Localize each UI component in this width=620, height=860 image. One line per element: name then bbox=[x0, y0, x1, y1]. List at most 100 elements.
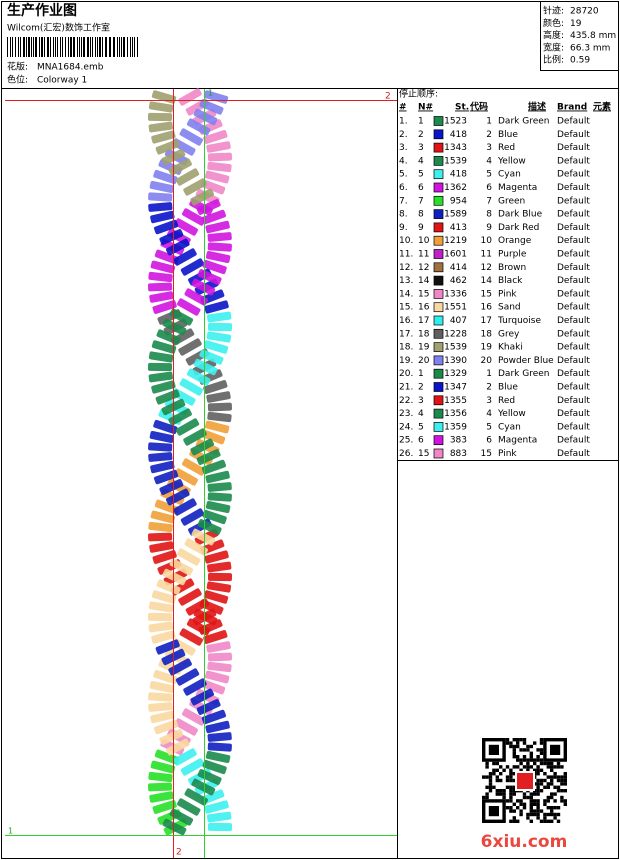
qr-module bbox=[543, 785, 547, 789]
qr-module bbox=[550, 806, 554, 810]
qr-module bbox=[509, 785, 513, 789]
brand: Default bbox=[557, 170, 590, 180]
color-swatch bbox=[433, 328, 444, 339]
stitch-block bbox=[175, 668, 200, 686]
qr-module bbox=[543, 802, 547, 806]
info-value: 28720 bbox=[570, 7, 599, 17]
info-label: 比例: bbox=[543, 54, 564, 66]
stitch-block bbox=[173, 248, 197, 266]
stitch-block bbox=[148, 692, 173, 702]
qr-module bbox=[512, 772, 516, 776]
stop-number: 8. bbox=[399, 210, 408, 220]
qr-module bbox=[512, 738, 516, 742]
brand: Default bbox=[557, 210, 590, 220]
color-swatch bbox=[433, 142, 444, 153]
stitch-block bbox=[202, 259, 227, 275]
qr-module bbox=[485, 765, 489, 769]
qr-module bbox=[560, 795, 564, 800]
qr-module bbox=[512, 744, 516, 749]
stitch-block bbox=[197, 269, 222, 285]
stitch-block bbox=[177, 298, 201, 316]
stitch-block bbox=[151, 340, 177, 354]
description: Sand bbox=[498, 303, 521, 313]
stop-number: 26. bbox=[399, 449, 413, 459]
info-value: 66.3 mm bbox=[570, 43, 610, 53]
stitch-block bbox=[154, 249, 179, 265]
stitch-block bbox=[207, 652, 233, 662]
qr-module bbox=[550, 812, 554, 817]
stitch-block bbox=[203, 130, 228, 144]
qr-module bbox=[505, 785, 510, 789]
barcode-bar bbox=[44, 37, 45, 57]
stitch-block bbox=[197, 519, 222, 535]
thread-code: 12 bbox=[481, 263, 492, 273]
stitch-count: 1356 bbox=[444, 409, 467, 419]
barcode-bar bbox=[113, 37, 115, 57]
stitch-count: 1336 bbox=[444, 289, 467, 299]
qr-module bbox=[539, 741, 544, 745]
brand: Default bbox=[557, 436, 590, 446]
stitch-block bbox=[147, 112, 173, 122]
thread-code: 8 bbox=[486, 210, 492, 220]
stitch-block bbox=[156, 579, 181, 595]
stitch-block bbox=[201, 179, 226, 195]
thread-code: 18 bbox=[481, 329, 493, 339]
qr-module bbox=[533, 799, 537, 803]
stitch-block bbox=[150, 210, 175, 224]
barcode-bar bbox=[10, 37, 11, 57]
qr-module bbox=[495, 761, 499, 766]
qr-module bbox=[563, 789, 567, 793]
stitch-block bbox=[196, 449, 221, 465]
studio: Wilcom(汇宏)数饰工作室 bbox=[7, 22, 110, 34]
stitch-block bbox=[207, 402, 233, 412]
brand: Default bbox=[557, 356, 590, 366]
needle-number: 14 bbox=[418, 276, 430, 286]
qr-module bbox=[512, 819, 516, 823]
stitch-block bbox=[201, 709, 226, 725]
description: Blue bbox=[498, 383, 518, 393]
stop-number: 19. bbox=[399, 356, 413, 366]
qr-module bbox=[519, 802, 523, 806]
brand: Default bbox=[557, 117, 590, 127]
stitch-block bbox=[201, 459, 226, 475]
qr-module bbox=[526, 812, 530, 817]
color-swatch bbox=[433, 262, 444, 273]
color-swatch bbox=[433, 382, 444, 392]
table-title: 停止顺序: bbox=[399, 88, 438, 100]
qr-module bbox=[563, 799, 567, 803]
qr-module bbox=[482, 795, 486, 800]
stitch-block bbox=[201, 679, 226, 695]
qr-module bbox=[522, 792, 527, 796]
brand: Default bbox=[557, 223, 590, 233]
color-swatch bbox=[433, 435, 444, 446]
qr-module bbox=[556, 775, 561, 779]
stitch-block bbox=[149, 291, 174, 303]
stitch-block bbox=[179, 128, 203, 146]
barcode-bar bbox=[102, 37, 103, 57]
qr-module bbox=[553, 785, 557, 789]
barcode-bar bbox=[92, 37, 93, 57]
barcode-bar bbox=[60, 37, 61, 57]
stitch-block bbox=[202, 759, 227, 775]
stitch-block bbox=[206, 581, 232, 593]
qr-module bbox=[509, 778, 513, 783]
stop-number: 20. bbox=[399, 369, 413, 379]
qr-module bbox=[563, 775, 567, 779]
stitch-block bbox=[196, 199, 221, 215]
qr-module bbox=[536, 809, 540, 813]
description: Yellow bbox=[497, 156, 526, 166]
qr-module bbox=[526, 795, 530, 800]
thread-code: 9 bbox=[486, 223, 492, 233]
color-swatch bbox=[433, 448, 444, 459]
barcode-bar bbox=[132, 37, 133, 57]
column-header: Brand bbox=[557, 103, 587, 113]
stitch-block bbox=[206, 141, 231, 153]
stitch-count: 413 bbox=[450, 223, 467, 233]
barcode-bar bbox=[73, 37, 75, 57]
stitch-block bbox=[147, 362, 173, 372]
thread-code: 1 bbox=[486, 369, 492, 379]
qr-module bbox=[499, 789, 503, 793]
stitch-count: 1390 bbox=[444, 356, 467, 366]
qr-module bbox=[522, 795, 527, 800]
stitch-count: 1539 bbox=[444, 156, 467, 166]
